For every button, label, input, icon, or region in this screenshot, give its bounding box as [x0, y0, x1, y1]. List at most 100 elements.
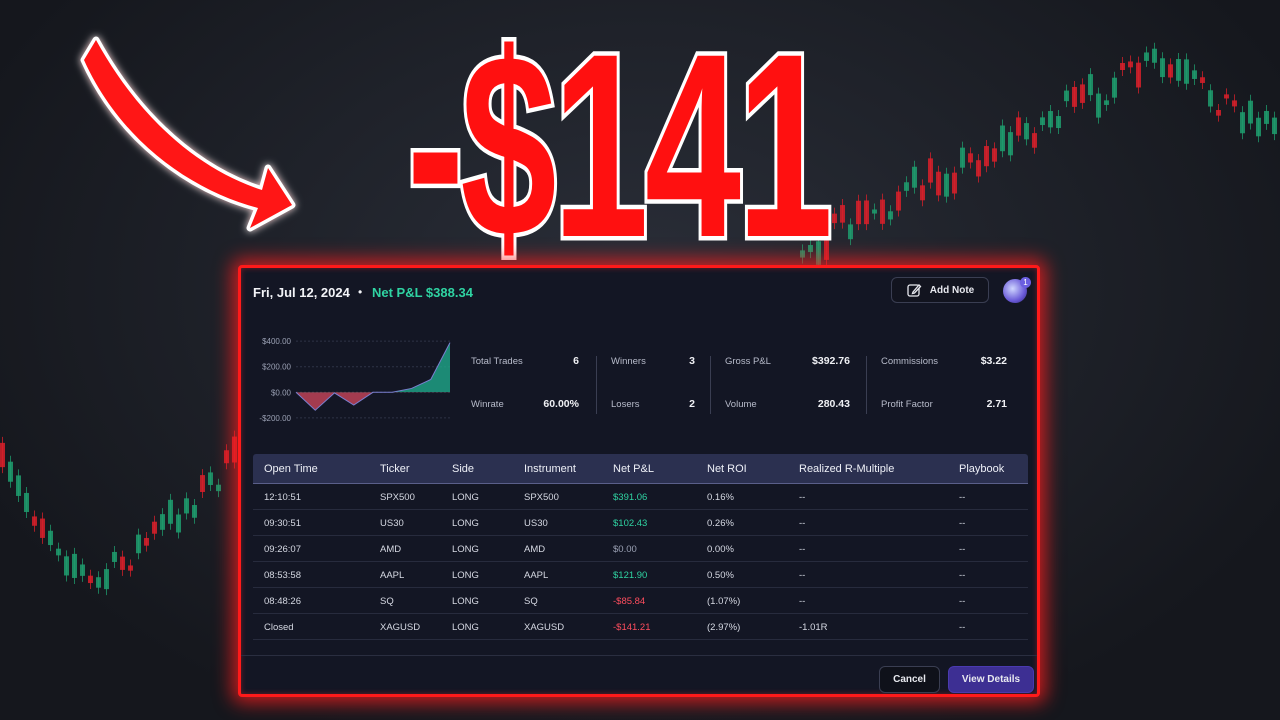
table-cell: (2.97%) — [707, 622, 741, 633]
y-tick-label: $200.00 — [262, 363, 291, 372]
candle-body — [120, 556, 125, 570]
table-cell: AAPL — [380, 570, 405, 581]
edit-icon — [907, 284, 922, 297]
table-cell: -- — [959, 596, 966, 607]
candle-body — [1072, 86, 1077, 107]
area-negative — [296, 392, 450, 411]
red-arrow — [80, 36, 296, 232]
date: Fri, Jul 12, 2024 — [253, 285, 350, 300]
candle-body — [192, 505, 197, 518]
y-tick-label: $0.00 — [271, 388, 292, 397]
candle-body — [1200, 77, 1205, 83]
candle-body — [168, 499, 173, 524]
column-header: Open Time — [264, 463, 318, 475]
column-header: Net P&L — [613, 463, 654, 475]
candle-body — [56, 548, 61, 556]
candle-body — [968, 153, 973, 163]
candle-body — [160, 514, 165, 530]
table-cell: SPX500 — [380, 492, 415, 503]
table-cell: -$141.21 — [613, 622, 651, 633]
candle-body — [1104, 100, 1109, 105]
candle-body — [1064, 90, 1069, 102]
candle-body — [32, 516, 37, 526]
candle-body — [96, 577, 101, 588]
candle-body — [16, 475, 21, 496]
candle-body — [104, 569, 109, 590]
avatar-badge: 1 — [1020, 277, 1031, 288]
candle-body — [1128, 61, 1133, 68]
table-cell: 08:48:26 — [264, 596, 301, 607]
candle-body — [888, 211, 893, 220]
table-cell: AMD — [524, 544, 546, 555]
table-cell: LONG — [452, 622, 479, 633]
candle-body — [952, 172, 957, 194]
candle-body — [1160, 58, 1165, 78]
table-cell: XAGUSD — [524, 622, 565, 633]
table-cell: -- — [959, 518, 966, 529]
table-header — [253, 454, 1028, 483]
candle-body — [1192, 70, 1197, 79]
candle-body — [1208, 90, 1213, 107]
candle-body — [1008, 132, 1013, 156]
candle-body — [1184, 59, 1189, 84]
table-cell: LONG — [452, 570, 479, 581]
stat-label: Profit Factor — [881, 399, 933, 410]
table-cell: 12:10:51 — [264, 492, 301, 503]
table-cell: US30 — [380, 518, 404, 529]
candle-body — [72, 553, 77, 578]
row-divider — [253, 535, 1028, 536]
stat-label: Winners — [611, 356, 646, 367]
table-cell: -- — [799, 596, 806, 607]
stat-label: Gross P&L — [725, 356, 771, 367]
candle-body — [200, 475, 205, 492]
candle-body — [1000, 125, 1005, 152]
candle-body — [136, 534, 141, 554]
separator: • — [358, 285, 363, 299]
candle-body — [848, 224, 853, 240]
candle-body — [152, 521, 157, 534]
headline: -$141 — [407, 0, 829, 293]
column-header: Instrument — [524, 463, 576, 475]
view-details-button[interactable]: View Details — [948, 666, 1034, 693]
candle-body — [1040, 117, 1045, 126]
row-divider — [253, 639, 1028, 640]
stat-divider — [710, 356, 711, 414]
candle-body — [960, 147, 965, 168]
table-cell: $121.90 — [613, 570, 648, 581]
add-note-button[interactable]: Add Note — [891, 277, 989, 303]
stat-value: 280.43 — [817, 398, 850, 410]
candle-body — [984, 146, 989, 167]
candle-body — [1136, 62, 1141, 88]
column-header: Realized R-Multiple — [799, 463, 895, 475]
row-divider — [253, 587, 1028, 588]
candle-body — [912, 166, 917, 188]
stat-label: Volume — [725, 399, 757, 410]
candle-body — [864, 200, 869, 225]
column-header: Ticker — [380, 463, 410, 475]
table-cell: -- — [799, 518, 806, 529]
table-cell: $391.06 — [613, 492, 648, 503]
candle-body — [232, 436, 237, 463]
day-dialog: Fri, Jul 12, 2024 • Net P&L $388.34 Add … — [238, 265, 1040, 697]
candle-body — [816, 241, 821, 265]
stat-label: Winrate — [471, 399, 504, 410]
candle-body — [1024, 123, 1029, 140]
row-divider — [253, 509, 1028, 510]
column-header: Net ROI — [707, 463, 747, 475]
column-header: Playbook — [959, 463, 1005, 475]
table-cell: AAPL — [524, 570, 549, 581]
table-cell: SQ — [380, 596, 394, 607]
background-candles — [0, 42, 1277, 596]
candle-body — [896, 191, 901, 211]
stat-value: 6 — [573, 355, 579, 367]
stat-value: 2.71 — [986, 398, 1007, 410]
table-cell: LONG — [452, 596, 479, 607]
candle-body — [144, 538, 149, 546]
table-cell: 0.50% — [707, 570, 734, 581]
table-cell: (1.07%) — [707, 596, 741, 607]
cancel-button[interactable]: Cancel — [879, 666, 940, 693]
candle-body — [808, 245, 813, 253]
row-divider — [253, 561, 1028, 562]
stat-divider — [866, 356, 867, 414]
